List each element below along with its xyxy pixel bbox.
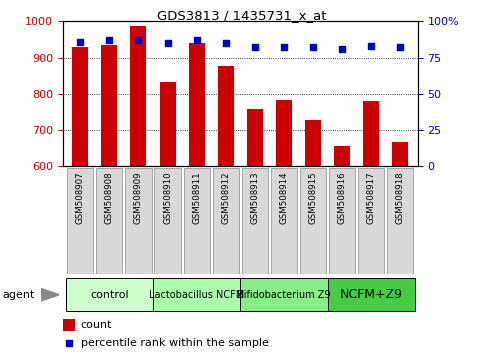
- Bar: [276, 100, 292, 166]
- Bar: [241, 278, 327, 312]
- Bar: [300, 168, 326, 274]
- Point: [164, 40, 171, 46]
- Bar: [334, 146, 350, 166]
- Bar: [327, 278, 415, 312]
- Bar: [101, 45, 117, 166]
- Point: [222, 40, 229, 46]
- Point: [105, 37, 113, 43]
- Text: percentile rank within the sample: percentile rank within the sample: [81, 338, 269, 348]
- Text: GSM508915: GSM508915: [309, 171, 317, 224]
- Point: [309, 45, 317, 50]
- Point: [135, 37, 142, 43]
- Bar: [184, 168, 210, 274]
- Text: GSM508908: GSM508908: [105, 171, 114, 224]
- Bar: [247, 109, 263, 166]
- Bar: [155, 168, 181, 274]
- Bar: [72, 47, 88, 166]
- Text: GSM508913: GSM508913: [250, 171, 259, 224]
- Bar: [66, 278, 153, 312]
- Point: [368, 43, 375, 49]
- Text: GSM508914: GSM508914: [280, 171, 288, 224]
- Bar: [242, 168, 268, 274]
- Bar: [387, 168, 413, 274]
- Bar: [126, 168, 152, 274]
- Bar: [305, 120, 321, 166]
- Text: GSM508907: GSM508907: [76, 171, 85, 224]
- Bar: [358, 168, 384, 274]
- Bar: [218, 66, 234, 166]
- Bar: [130, 26, 146, 166]
- Bar: [363, 102, 379, 166]
- Text: GSM508916: GSM508916: [338, 171, 347, 224]
- Point: [76, 39, 84, 44]
- Point: [338, 46, 346, 52]
- Bar: [159, 82, 175, 166]
- Point: [280, 45, 288, 50]
- Text: GSM508910: GSM508910: [163, 171, 172, 224]
- Bar: [392, 142, 408, 166]
- Text: GSM508911: GSM508911: [192, 171, 201, 224]
- Bar: [96, 168, 123, 274]
- Point: [397, 45, 404, 50]
- Bar: [189, 43, 205, 166]
- Polygon shape: [41, 289, 59, 301]
- Point: [193, 37, 200, 43]
- Text: GSM508912: GSM508912: [221, 171, 230, 224]
- Text: GSM508909: GSM508909: [134, 171, 143, 224]
- Bar: [63, 319, 75, 331]
- Text: GSM508918: GSM508918: [396, 171, 405, 224]
- Text: control: control: [90, 290, 128, 300]
- Text: Lactobacillus NCFM: Lactobacillus NCFM: [149, 290, 244, 300]
- Bar: [329, 168, 355, 274]
- Text: agent: agent: [2, 290, 35, 300]
- Bar: [67, 168, 93, 274]
- Point: [251, 45, 259, 50]
- Text: Bifidobacterium Z9: Bifidobacterium Z9: [237, 290, 331, 300]
- Text: GSM508917: GSM508917: [367, 171, 376, 224]
- Bar: [153, 278, 241, 312]
- Text: GDS3813 / 1435731_x_at: GDS3813 / 1435731_x_at: [157, 9, 326, 22]
- Bar: [213, 168, 239, 274]
- Text: count: count: [81, 320, 112, 330]
- Point: [65, 340, 72, 346]
- Text: NCFM+Z9: NCFM+Z9: [340, 288, 403, 301]
- Bar: [271, 168, 297, 274]
